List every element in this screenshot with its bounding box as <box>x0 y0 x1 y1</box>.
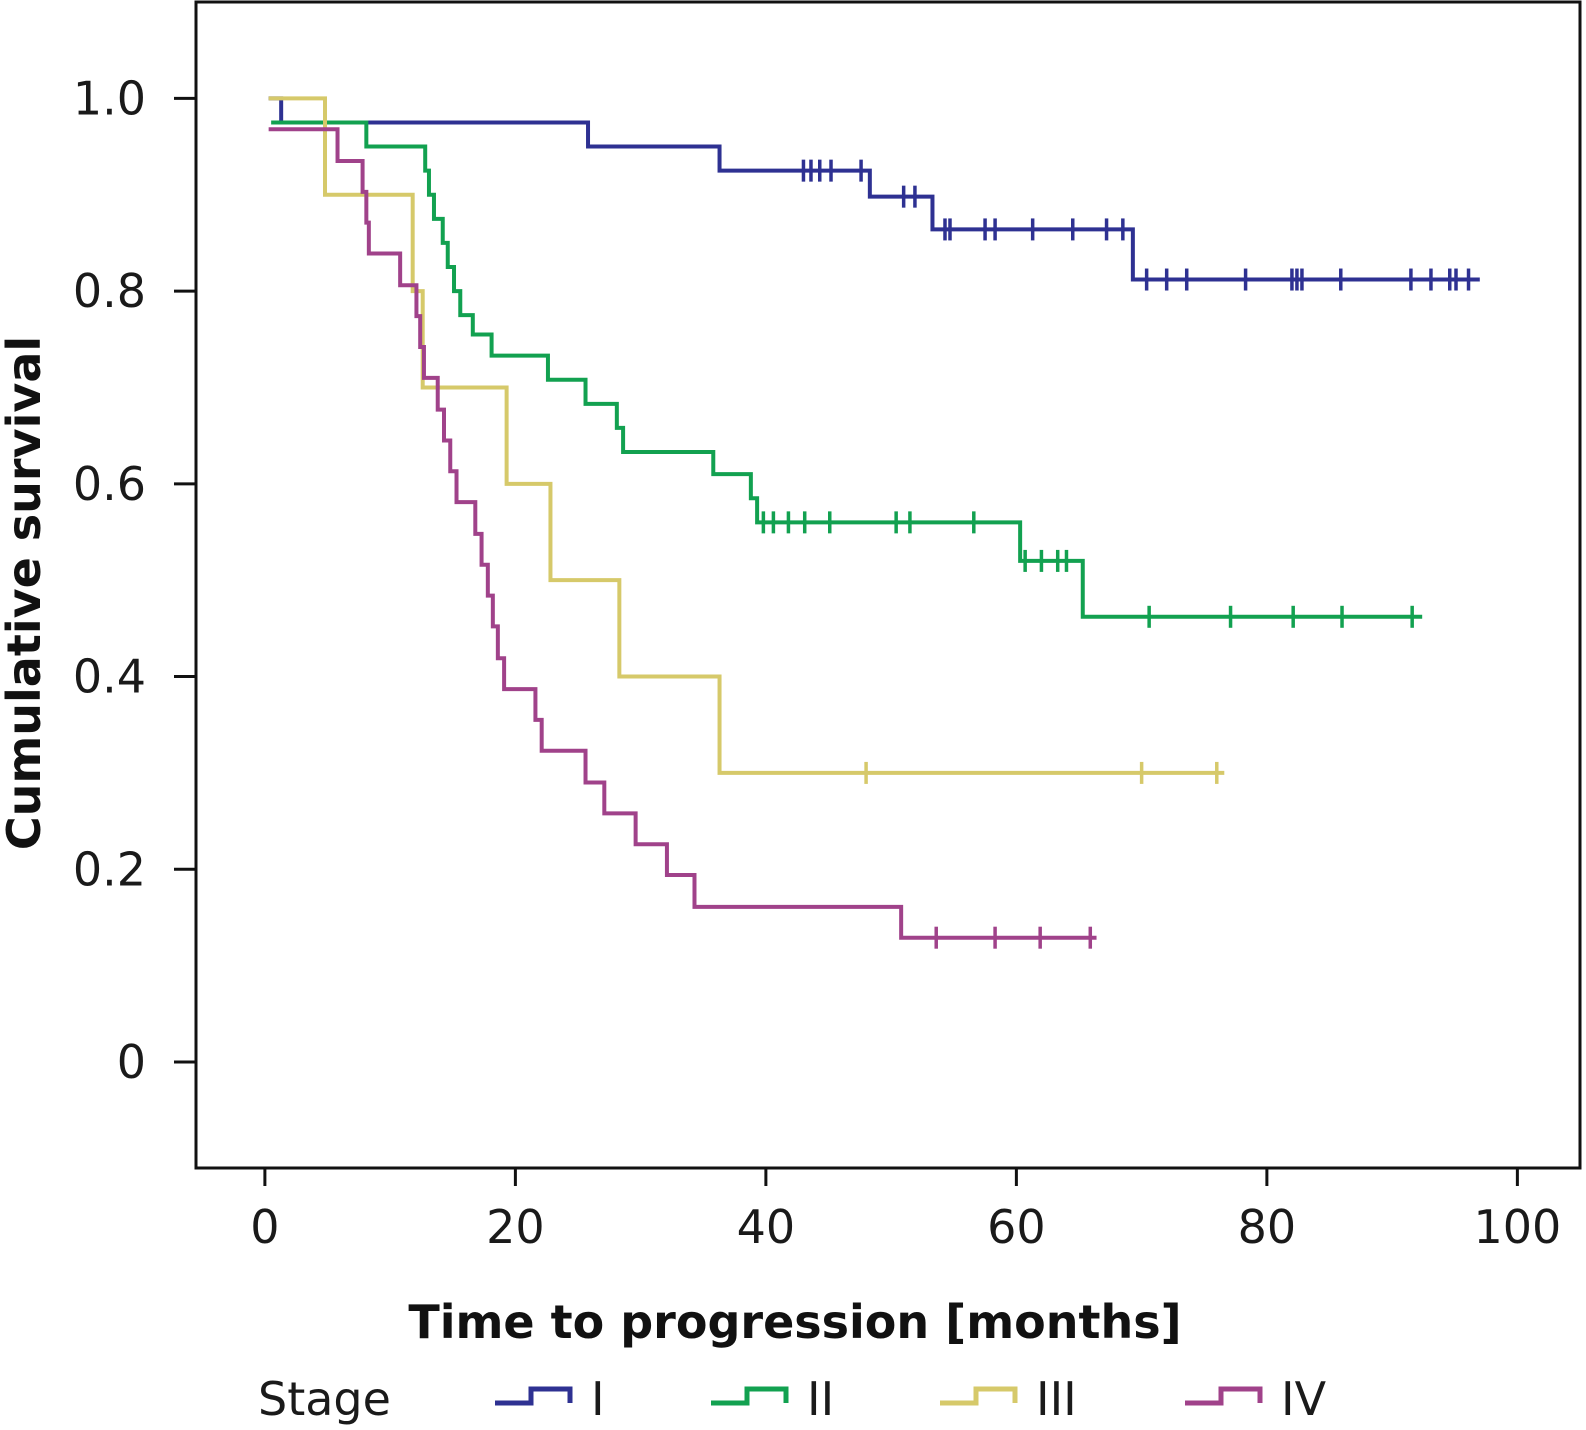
survival-line <box>268 127 1097 940</box>
survival-line <box>268 96 1225 775</box>
legend-item-stage-i: I <box>495 1372 605 1426</box>
survival-curves <box>268 96 1480 949</box>
series-stage-iv <box>268 127 1097 949</box>
x-axis-title: Time to progression [months] <box>408 1295 1181 1349</box>
x-tick-label: 100 <box>1473 1200 1561 1254</box>
legend-item-stage-iii: III <box>940 1372 1077 1426</box>
legend-label: I <box>591 1372 605 1426</box>
x-tick-label: 0 <box>250 1200 279 1254</box>
legend-label: III <box>1036 1372 1077 1426</box>
legend-item-stage-iv: IV <box>1185 1372 1327 1426</box>
legend-swatch <box>495 1386 573 1406</box>
x-tick-label: 40 <box>737 1200 796 1254</box>
y-tick-label: 0.6 <box>73 457 146 511</box>
x-tick-label: 60 <box>987 1200 1046 1254</box>
legend-swatch <box>940 1386 1018 1406</box>
y-tick-label: 0.8 <box>73 264 146 318</box>
x-tick-label: 80 <box>1238 1200 1297 1254</box>
y-tick-label: 0.4 <box>73 650 146 704</box>
x-tick-labels: 0 20 40 60 80 100 <box>250 1200 1561 1254</box>
series-stage-ii <box>271 120 1423 628</box>
legend-swatch <box>1185 1386 1263 1406</box>
series-stage-iii <box>268 96 1225 784</box>
y-tick-label: 0.2 <box>73 842 146 896</box>
series-stage-i <box>268 96 1480 291</box>
legend-label: IV <box>1281 1372 1327 1426</box>
plot-frame <box>194 0 1582 1170</box>
y-tick-label: 1.0 <box>73 71 146 125</box>
legend-title: Stage <box>258 1372 391 1426</box>
legend-label: II <box>807 1372 834 1426</box>
y-axis-title: Cumulative survival <box>0 336 51 850</box>
y-tick-labels: 0 0.2 0.4 0.6 0.8 1.0 <box>73 71 146 1089</box>
legend: Stage I II III IV <box>258 1372 1327 1426</box>
survival-line <box>271 120 1423 619</box>
y-tick-label: 0 <box>117 1035 146 1089</box>
legend-swatch <box>711 1386 789 1406</box>
x-tick-label: 20 <box>486 1200 545 1254</box>
axes-ticks <box>174 96 1519 1186</box>
legend-item-stage-ii: II <box>711 1372 834 1426</box>
survival-line <box>268 96 1480 282</box>
